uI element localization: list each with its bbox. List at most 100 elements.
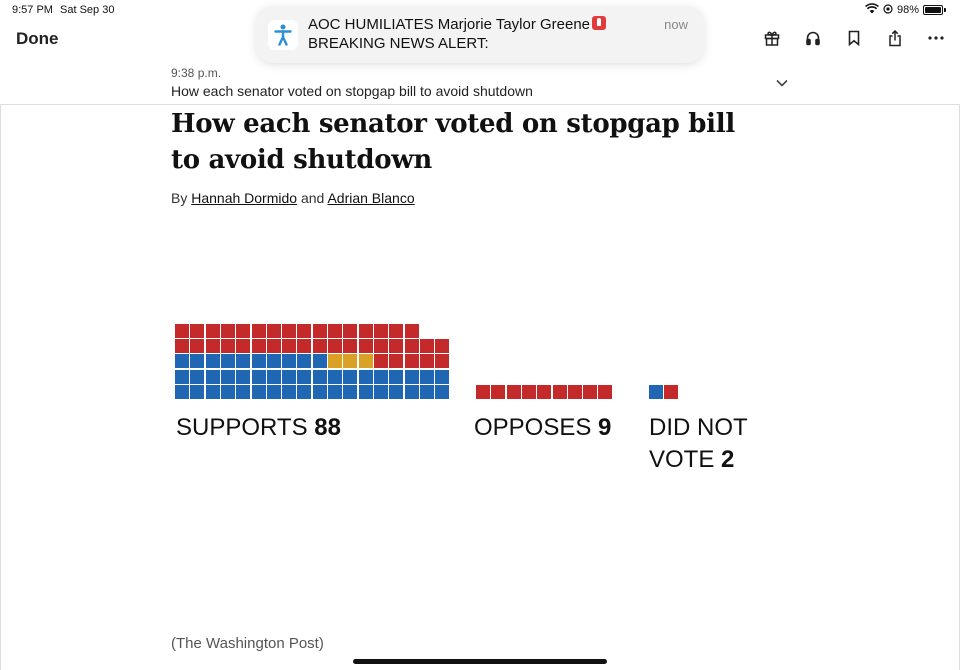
- notification-time: now: [664, 17, 688, 32]
- senator-vote-cell: [343, 354, 358, 369]
- live-update-bar[interactable]: 9:38 p.m. How each senator voted on stop…: [0, 60, 960, 105]
- senator-vote-cell: [312, 323, 327, 338]
- wifi-icon: [865, 3, 879, 17]
- senator-vote-cell: [251, 339, 266, 354]
- senator-vote-cell: [282, 339, 297, 354]
- author-link-1[interactable]: Hannah Dormido: [191, 190, 298, 206]
- senator-vote-cell: [282, 323, 297, 338]
- senator-vote-cell: [389, 385, 404, 399]
- senator-vote-cell: [328, 369, 342, 384]
- senator-vote-cell: [236, 354, 251, 369]
- senator-vote-cell: [220, 354, 235, 369]
- senator-vote-cell: [358, 354, 373, 369]
- senator-vote-cell: [521, 385, 536, 399]
- senator-vote-cell: [266, 339, 281, 354]
- senator-vote-cell: [552, 385, 567, 399]
- senator-vote-cell: [205, 354, 220, 369]
- battery-percent: 98%: [896, 4, 919, 16]
- senator-vote-cell: [266, 385, 281, 399]
- senator-vote-cell: [266, 323, 281, 338]
- senator-vote-cell: [205, 385, 220, 399]
- toolbar-actions: [762, 28, 946, 48]
- senator-vote-cell: [491, 385, 506, 399]
- home-indicator[interactable]: [353, 659, 607, 664]
- tally-did-not-vote: DID NOT VOTE 2: [649, 412, 759, 476]
- senator-vote-cell: [312, 385, 327, 399]
- senator-vote-cell: [190, 385, 205, 399]
- more-icon[interactable]: [926, 28, 946, 48]
- siren-icon: [592, 16, 607, 30]
- notification-banner[interactable]: AOC HUMILIATES Marjorie Taylor Greene BR…: [256, 6, 704, 63]
- senator-vote-cell: [312, 339, 327, 354]
- byline-prefix: By: [171, 190, 188, 206]
- tally-count: 88: [314, 414, 341, 441]
- update-headline[interactable]: How each senator voted on stopgap bill t…: [171, 83, 533, 99]
- senator-vote-cell: [389, 323, 404, 338]
- photo-credit: (The Washington Post): [171, 635, 324, 652]
- share-icon[interactable]: [885, 28, 905, 48]
- senator-vote-cell: [220, 323, 235, 338]
- senator-vote-cell: [220, 369, 235, 384]
- senator-vote-cell: [435, 385, 450, 399]
- senator-vote-cell: [282, 354, 297, 369]
- bookmark-icon[interactable]: [844, 28, 864, 48]
- senator-vote-cell: [389, 369, 404, 384]
- senator-vote-cell: [649, 385, 663, 399]
- senator-vote-cell: [435, 339, 450, 354]
- senator-vote-cell: [373, 385, 388, 399]
- reader-toolbar: Done: [0, 20, 960, 60]
- senator-vote-cell: [358, 369, 373, 384]
- senator-vote-cell: [404, 369, 419, 384]
- senator-vote-cell: [251, 385, 266, 399]
- notification-body: BREAKING NEWS ALERT:: [308, 35, 489, 52]
- senator-vote-cell: [373, 354, 388, 369]
- gift-icon[interactable]: [762, 28, 782, 48]
- senator-vote-cell: [251, 323, 266, 338]
- tally-label: SUPPORTS: [176, 414, 308, 441]
- senator-vote-cell: [664, 385, 679, 399]
- senator-vote-cell: [373, 323, 388, 338]
- headphones-icon[interactable]: [803, 28, 823, 48]
- app-figure-icon: [268, 20, 298, 50]
- senator-vote-cell: [419, 339, 434, 354]
- senator-vote-cell: [297, 323, 312, 338]
- notification-title: AOC HUMILIATES Marjorie Taylor Greene: [308, 16, 607, 33]
- senator-vote-cell: [175, 339, 189, 354]
- author-link-2[interactable]: Adrian Blanco: [327, 190, 415, 206]
- tally-label: OPPOSES: [474, 414, 592, 441]
- senator-vote-cell: [404, 385, 419, 399]
- senator-vote-cell: [282, 385, 297, 399]
- senator-vote-cell: [175, 385, 189, 399]
- senator-vote-cell: [567, 385, 582, 399]
- senator-vote-cell: [175, 369, 189, 384]
- senator-vote-cell: [537, 385, 552, 399]
- senator-vote-cell: [476, 385, 490, 399]
- senator-vote-cell: [190, 354, 205, 369]
- senator-vote-cell: [297, 354, 312, 369]
- senator-vote-cell: [343, 339, 358, 354]
- article-headline: How each senator voted on stopgap bill t…: [171, 109, 735, 175]
- byline-and: and: [300, 190, 325, 206]
- senator-vote-cell: [506, 385, 521, 399]
- senator-vote-cell: [358, 385, 373, 399]
- done-button[interactable]: Done: [16, 29, 59, 48]
- senator-vote-cell: [220, 339, 235, 354]
- senator-vote-cell: [404, 323, 419, 338]
- senator-vote-cell: [328, 323, 342, 338]
- senator-vote-cell: [297, 339, 312, 354]
- tally-count: 9: [598, 414, 612, 441]
- senator-vote-cell: [358, 323, 373, 338]
- senator-vote-cell: [266, 369, 281, 384]
- senator-vote-cell: [236, 385, 251, 399]
- byline: By Hannah Dormido and Adrian Blanco: [171, 190, 415, 206]
- tally-opposes: OPPOSES 9: [474, 412, 611, 444]
- status-bar: 9:57 PM Sat Sep 30 98%: [0, 0, 960, 20]
- senator-vote-cell: [328, 385, 342, 399]
- senator-vote-cell: [312, 354, 327, 369]
- senator-vote-cell: [220, 385, 235, 399]
- senator-vote-cell: [419, 385, 434, 399]
- senator-vote-cell: [389, 354, 404, 369]
- senator-vote-cell: [358, 339, 373, 354]
- senator-vote-cell: [389, 339, 404, 354]
- chevron-down-icon[interactable]: [776, 74, 788, 92]
